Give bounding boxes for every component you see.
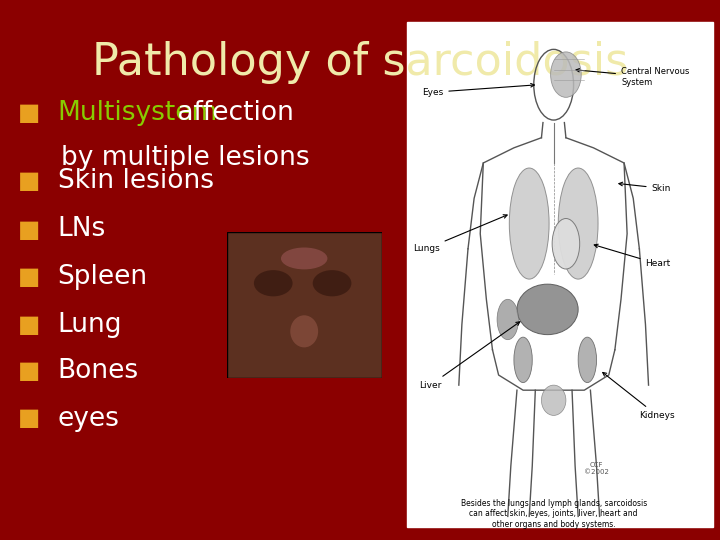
Ellipse shape	[497, 299, 518, 340]
Ellipse shape	[558, 168, 598, 279]
Text: ■: ■	[17, 407, 40, 430]
Text: Heart: Heart	[594, 244, 671, 268]
Ellipse shape	[552, 219, 580, 269]
Text: Skin lesions: Skin lesions	[58, 168, 214, 194]
Text: Central Nervous
System: Central Nervous System	[576, 68, 689, 87]
Ellipse shape	[254, 270, 292, 296]
Ellipse shape	[281, 247, 328, 269]
Text: Bones: Bones	[58, 358, 139, 384]
Text: Skin: Skin	[619, 182, 671, 193]
Text: ■: ■	[17, 265, 40, 289]
Text: Liver: Liver	[419, 322, 520, 390]
Ellipse shape	[517, 284, 578, 335]
Ellipse shape	[509, 168, 549, 279]
Ellipse shape	[312, 270, 351, 296]
FancyBboxPatch shape	[227, 232, 382, 378]
Text: ■: ■	[17, 313, 40, 337]
Text: Pathology of sarcoidosis: Pathology of sarcoidosis	[92, 40, 628, 84]
Text: Multisystem: Multisystem	[58, 100, 218, 126]
Text: affection: affection	[169, 100, 294, 126]
Text: eyes: eyes	[58, 406, 120, 431]
Ellipse shape	[541, 385, 566, 415]
Text: ■: ■	[17, 102, 40, 125]
Text: Lung: Lung	[58, 312, 122, 338]
Ellipse shape	[514, 337, 532, 383]
Ellipse shape	[551, 52, 581, 97]
Text: by multiple lesions: by multiple lesions	[61, 145, 310, 171]
Ellipse shape	[290, 315, 318, 347]
Text: ■: ■	[17, 169, 40, 193]
Text: ■: ■	[17, 359, 40, 383]
Text: Kidneys: Kidneys	[603, 373, 675, 420]
Text: LNs: LNs	[58, 217, 106, 242]
Text: Eyes: Eyes	[422, 84, 534, 97]
Text: ■: ■	[17, 218, 40, 241]
Text: Besides the lungs and lymph glands, sarcoidosis
can affect skin, eyes, joints, l: Besides the lungs and lymph glands, sarc…	[461, 499, 647, 529]
Text: Spleen: Spleen	[58, 264, 148, 290]
Ellipse shape	[578, 337, 596, 383]
FancyBboxPatch shape	[407, 22, 713, 526]
Text: Lungs: Lungs	[413, 215, 507, 253]
Text: CCF
©2002: CCF ©2002	[584, 462, 609, 475]
